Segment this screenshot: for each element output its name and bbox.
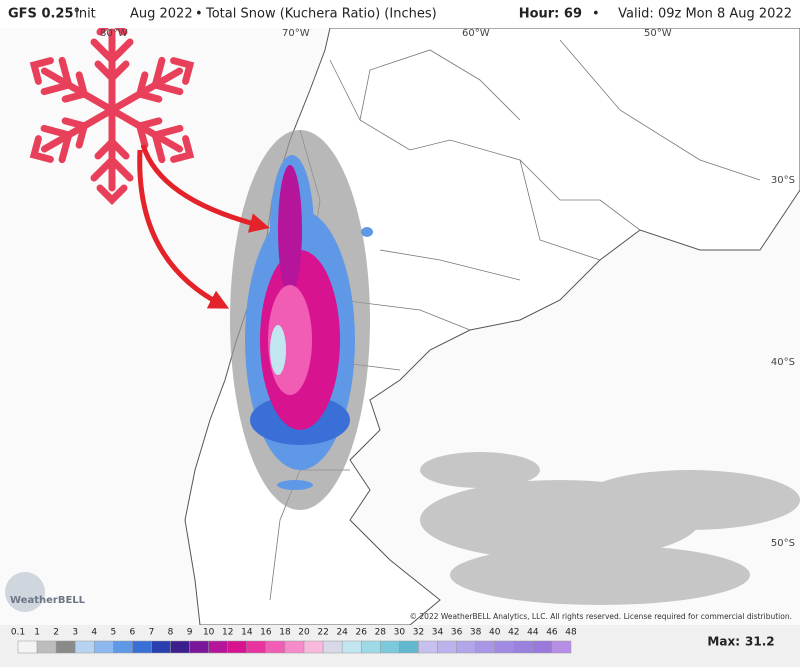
- lon-label: 60°W: [462, 28, 490, 39]
- legend-label: 34: [432, 628, 444, 638]
- legend-swatch: [132, 640, 152, 654]
- arrows: [137, 144, 270, 309]
- legend-swatch: [360, 640, 381, 654]
- legend-label: 26: [356, 628, 368, 638]
- legend-label: 44: [527, 628, 539, 638]
- legend-label: 0.1: [11, 628, 25, 638]
- legend-swatch: [55, 640, 76, 654]
- legend-label: 40: [489, 628, 501, 638]
- legend-label: 32: [413, 628, 424, 638]
- lat-label: 40°S: [771, 357, 795, 368]
- logo-globe: [5, 572, 45, 612]
- legend-swatch: [170, 640, 190, 654]
- valid: Valid: 09z Mon 8 Aug 2022: [618, 7, 792, 22]
- init-prefix: Init: [75, 7, 96, 22]
- legend-swatch: [399, 640, 419, 654]
- legend-label: 28: [375, 628, 387, 638]
- legend-label: 18: [279, 628, 291, 638]
- lon-label: 80°W: [100, 28, 128, 39]
- legend-label: 46: [546, 628, 558, 638]
- legend-swatch: [227, 640, 248, 654]
- legend-swatch: [437, 640, 457, 654]
- legend-label: 4: [91, 628, 97, 638]
- lon-label: 50°W: [644, 28, 672, 39]
- legend-swatch: [322, 640, 343, 654]
- legend-label: 8: [168, 628, 174, 638]
- legend-label: 16: [260, 628, 272, 638]
- legend-swatch: [551, 640, 572, 654]
- legend-swatch: [17, 640, 38, 654]
- separator: •: [195, 7, 203, 22]
- legend-label: 42: [508, 628, 519, 638]
- legend-swatch: [513, 640, 534, 654]
- legend-swatch: [94, 640, 114, 654]
- legend-swatch: [341, 640, 362, 654]
- legend-label: 12: [222, 628, 233, 638]
- legend-swatch: [418, 640, 438, 654]
- legend-swatch: [113, 640, 133, 654]
- legend-label: 24: [336, 628, 348, 638]
- legend-label: 14: [241, 628, 253, 638]
- legend-label: 48: [565, 628, 577, 638]
- lat-label: 30°S: [771, 175, 795, 186]
- legend-swatch: [208, 640, 229, 654]
- init-date: Aug 2022: [130, 7, 193, 22]
- legend-label: 2: [53, 628, 59, 638]
- legend-label: 36: [451, 628, 463, 638]
- product: Total Snow (Kuchera Ratio) (Inches): [205, 7, 437, 22]
- lat-label: 50°S: [771, 538, 795, 549]
- legend-label: 22: [317, 628, 328, 638]
- legend-label: 6: [130, 628, 136, 638]
- lon-label: 70°W: [282, 28, 310, 39]
- legend-label: 5: [110, 628, 116, 638]
- legend-swatch: [189, 640, 209, 654]
- legend-label: 9: [187, 628, 193, 638]
- legend: 0.1 1 2 3 4 5 6 7 8 9 10 12 14 16 18 20 22 24 26 28 30 32 34 36…: [11, 628, 577, 654]
- legend-swatch: [246, 640, 267, 654]
- legend-swatch: [532, 640, 553, 654]
- legend-swatch: [74, 640, 95, 654]
- graticule-labels: 80°W 70°W 60°W 50°W 30°S 40°S 50°S: [100, 28, 795, 549]
- legend-label: 30: [394, 628, 406, 638]
- light-snow-area: [420, 452, 800, 605]
- legend-swatch: [380, 640, 400, 654]
- legend-label: 3: [72, 628, 78, 638]
- legend-label: 7: [149, 628, 155, 638]
- legend-label: 10: [203, 628, 215, 638]
- legend-label: 1: [34, 628, 40, 638]
- copyright: © 2022 WeatherBELL Analytics, LLC. All r…: [410, 612, 792, 621]
- header-bar: [0, 0, 800, 28]
- legend-label: 20: [298, 628, 310, 638]
- logo: WeatherBELL: [10, 595, 86, 606]
- legend-swatch: [284, 640, 305, 654]
- hour: Hour: 69: [519, 7, 582, 22]
- legend-swatch: [303, 640, 324, 654]
- legend-swatch: [265, 640, 286, 654]
- max-value: 31.2: [745, 635, 775, 649]
- legend-swatch: [151, 640, 171, 654]
- max-label: Max:: [707, 635, 740, 649]
- legend-swatch: [494, 640, 515, 654]
- legend-swatch: [456, 640, 476, 654]
- separator: •: [592, 7, 600, 22]
- model: GFS 0.25°: [8, 7, 80, 22]
- legend-swatch: [475, 640, 495, 654]
- legend-swatch: [36, 640, 57, 654]
- legend-label: 38: [470, 628, 482, 638]
